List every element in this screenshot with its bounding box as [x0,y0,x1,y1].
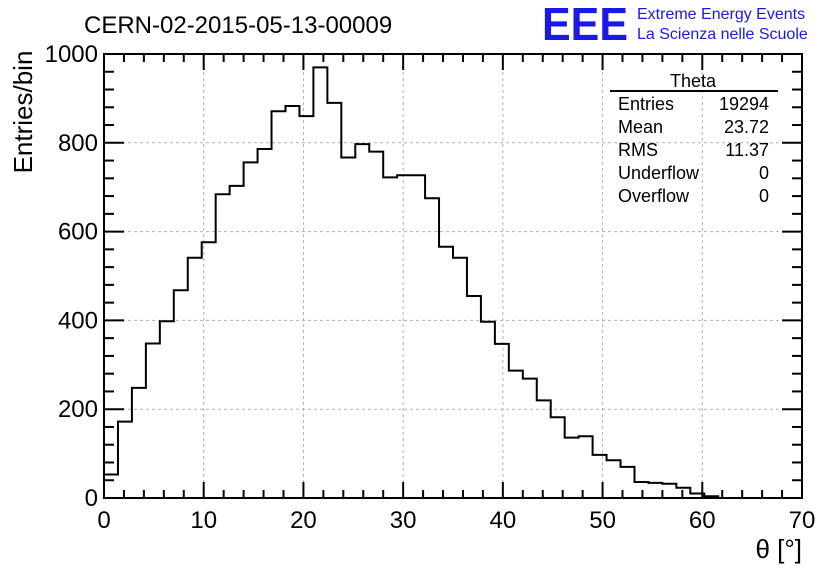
y-axis-label: Entries/bin [8,51,38,174]
histogram-bin [425,198,439,498]
histogram-bin [313,67,327,498]
histogram-bin [565,438,579,498]
histogram-series [103,66,802,499]
histogram-bin [104,474,118,498]
histogram-bin [341,157,355,498]
histogram-bin [132,388,146,498]
histogram-bin [537,400,551,498]
x-tick-label: 40 [490,507,517,534]
y-tick-label: 800 [58,130,98,157]
histogram-bin [146,343,160,498]
stats-row-value: 11.37 [725,140,769,160]
stats-row-value: 23.72 [724,117,769,137]
x-tick-label: 0 [97,507,110,534]
histogram-bin [202,242,216,498]
y-tick-labels: 0 200 400 600 800 1000 [45,41,98,512]
plot-frame [103,53,803,499]
histogram-bin [439,247,453,498]
stats-row-value: 0 [759,163,769,183]
histogram-bin [411,175,425,498]
axis-ticks [103,53,803,499]
histogram-bin [369,152,383,498]
histogram-bin [355,144,369,498]
histogram-bin [160,321,174,498]
histogram-bin [258,149,272,498]
histogram-bin [481,322,495,498]
histogram-bin [453,258,467,498]
histogram-bin [383,177,397,498]
histogram-bin [593,455,607,498]
x-tick-labels: 0 10 20 30 40 50 60 70 [97,507,815,534]
stats-row-value: 19294 [719,94,769,114]
histogram-bin [327,103,341,498]
stats-row-label: RMS [618,140,658,160]
histogram-bin [607,460,621,498]
y-tick-label: 600 [58,219,98,246]
histogram-bin [188,258,202,498]
stats-row-value: 0 [759,186,769,206]
stats-box-title: Theta [670,71,717,91]
histogram-bin [272,111,286,498]
histogram-bin [648,483,662,498]
x-tick-label: 10 [190,507,217,534]
histogram-bin [118,422,132,498]
chart-title: CERN-02-2015-05-13-00009 [84,12,392,39]
eee-logo: EEE Extreme Energy Events La Scienza nel… [542,0,808,50]
histogram-bin [397,175,411,498]
x-tick-label: 70 [789,507,816,534]
histogram-bin [174,290,188,498]
histogram-bin [509,371,523,498]
histogram-bin [244,162,258,498]
y-tick-label: 400 [58,307,98,334]
x-tick-label: 50 [589,507,616,534]
histogram-bin [230,186,244,498]
stats-row-label: Underflow [618,163,700,183]
eee-logo-mark: EEE [542,0,628,50]
eee-logo-line1: Extreme Energy Events [637,6,805,23]
y-tick-label: 200 [58,396,98,423]
histogram-bin [495,344,509,498]
x-axis-label: θ [°] [755,534,802,564]
histogram-bin [285,106,299,498]
stats-box: Theta Entries 19294 Mean 23.72 RMS 11.37 Under… [610,71,778,206]
histogram-bin [299,116,313,498]
eee-logo-line2: La Scienza nelle Scuole [637,26,808,43]
histogram-bin [216,194,230,498]
stats-row-label: Mean [618,117,663,137]
histogram-bin [551,417,565,498]
histogram-bin [523,379,537,498]
grid-lines [104,54,802,498]
histogram-bin [579,436,593,498]
x-tick-label: 20 [290,507,317,534]
x-tick-label: 30 [390,507,417,534]
y-tick-label: 1000 [45,41,98,68]
histogram-bin [467,296,481,498]
x-tick-label: 60 [689,507,716,534]
stats-row-label: Overflow [618,186,690,206]
histogram-bin [662,484,676,498]
stats-row-label: Entries [618,94,674,114]
stats-rows: Entries 19294 Mean 23.72 RMS 11.37 Underflow 0 O… [618,94,769,206]
y-tick-label: 0 [85,485,98,512]
